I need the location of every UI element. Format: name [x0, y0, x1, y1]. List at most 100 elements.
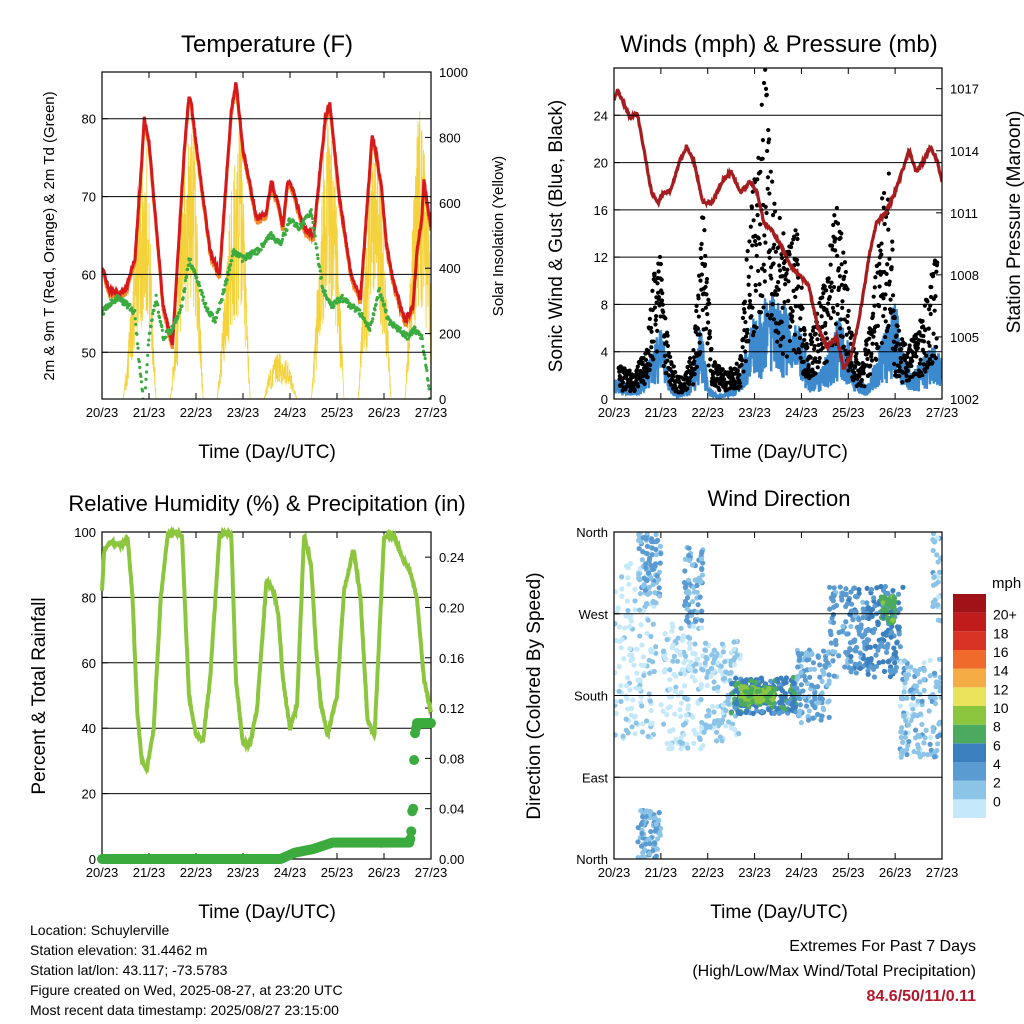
gust-point [837, 274, 843, 279]
gust-point [643, 357, 649, 363]
direction-point [644, 551, 650, 557]
direction-point [775, 705, 781, 712]
gust-point [708, 357, 713, 362]
colorbar-label: 16 [993, 644, 1009, 660]
gust-point [673, 370, 678, 375]
direction-point [903, 676, 910, 682]
direction-point [652, 590, 658, 596]
gust-point [795, 262, 800, 267]
direction-point [932, 754, 938, 760]
gust-point [924, 353, 929, 358]
gust-point [813, 356, 818, 361]
direction-point [851, 585, 857, 592]
direction-point [624, 675, 630, 681]
direction-point [704, 656, 710, 662]
direction-point [714, 738, 720, 744]
dewpoint-point [269, 230, 273, 235]
direction-point [917, 679, 923, 685]
direction-point [695, 700, 701, 706]
gust-point [927, 357, 933, 362]
dewpoint-point [183, 287, 187, 291]
direction-point [849, 601, 855, 607]
direction-point [878, 640, 884, 646]
gust-point [659, 298, 665, 303]
dewpoint-point [160, 328, 164, 332]
dewpoint-point [206, 307, 210, 311]
gust-point [859, 377, 864, 383]
direction-point [700, 560, 706, 566]
gust-point [777, 268, 783, 273]
gust-point [835, 221, 841, 226]
direction-point [645, 617, 651, 623]
direction-point [627, 687, 633, 693]
direction-point [921, 687, 927, 694]
direction-point [641, 672, 647, 679]
direction-point [699, 608, 705, 614]
created-text: Figure created on Wed, 2025-08-27, at 23… [30, 982, 343, 998]
gust-point [932, 308, 937, 313]
gust-point [779, 320, 784, 325]
direction-point [853, 670, 859, 676]
direction-point [733, 675, 739, 681]
direction-point [881, 668, 888, 675]
gust-point [771, 261, 776, 266]
gust-point [905, 354, 910, 360]
gust-point [649, 329, 654, 334]
dewpoint-point [148, 331, 152, 335]
winds-ylabel-right: Station Pressure (Maroon) [1004, 111, 1024, 334]
gust-point [748, 224, 753, 229]
direction-point [682, 653, 689, 659]
gust-point [833, 236, 838, 241]
humidity-ytick-right-label: 0.12 [439, 701, 464, 716]
direction-point [911, 711, 917, 718]
gust-point [694, 364, 699, 369]
gust-point [798, 355, 803, 360]
direction-point [885, 590, 891, 596]
direction-point [628, 560, 634, 567]
direction-point [632, 607, 638, 613]
direction-point [842, 664, 848, 670]
direction-point [807, 666, 814, 673]
direction-point [677, 707, 683, 713]
dewpoint-point [371, 317, 375, 321]
direction-point [636, 686, 643, 692]
direction-point [627, 624, 633, 630]
direction-point [778, 693, 784, 700]
gust-point [648, 362, 653, 368]
direction-point [653, 821, 659, 827]
direction-point [687, 645, 693, 651]
gust-point [792, 234, 797, 239]
direction-point [904, 695, 910, 701]
dewpoint-point [139, 374, 143, 379]
gust-point [835, 303, 840, 308]
direction-point [723, 708, 729, 714]
gust-point [765, 175, 771, 180]
gust-point [917, 330, 922, 335]
direction-point [644, 630, 650, 637]
gust-point [648, 325, 654, 331]
direction-point [865, 637, 871, 644]
direction-point [647, 590, 653, 596]
direction-ytick-label: North [576, 852, 608, 867]
direction-point [682, 568, 688, 574]
dewpoint-point [159, 320, 163, 324]
direction-point [689, 674, 695, 680]
direction-point [649, 552, 655, 558]
gust-point [703, 284, 708, 290]
gust-point [824, 359, 829, 364]
direction-point [628, 712, 634, 718]
gust-point [663, 316, 668, 321]
direction-point [634, 670, 640, 676]
gust-point [907, 343, 912, 348]
direction-point [792, 691, 798, 697]
direction-point [628, 658, 634, 664]
gust-point [704, 280, 709, 285]
direction-point [657, 832, 663, 838]
direction-point [720, 649, 726, 655]
direction-point [693, 618, 699, 624]
humidity-ylabel: Percent & Total Rainfall [29, 597, 50, 794]
direction-point [652, 561, 659, 567]
gust-point [735, 368, 740, 373]
direction-point [619, 586, 625, 592]
direction-point [770, 696, 776, 703]
